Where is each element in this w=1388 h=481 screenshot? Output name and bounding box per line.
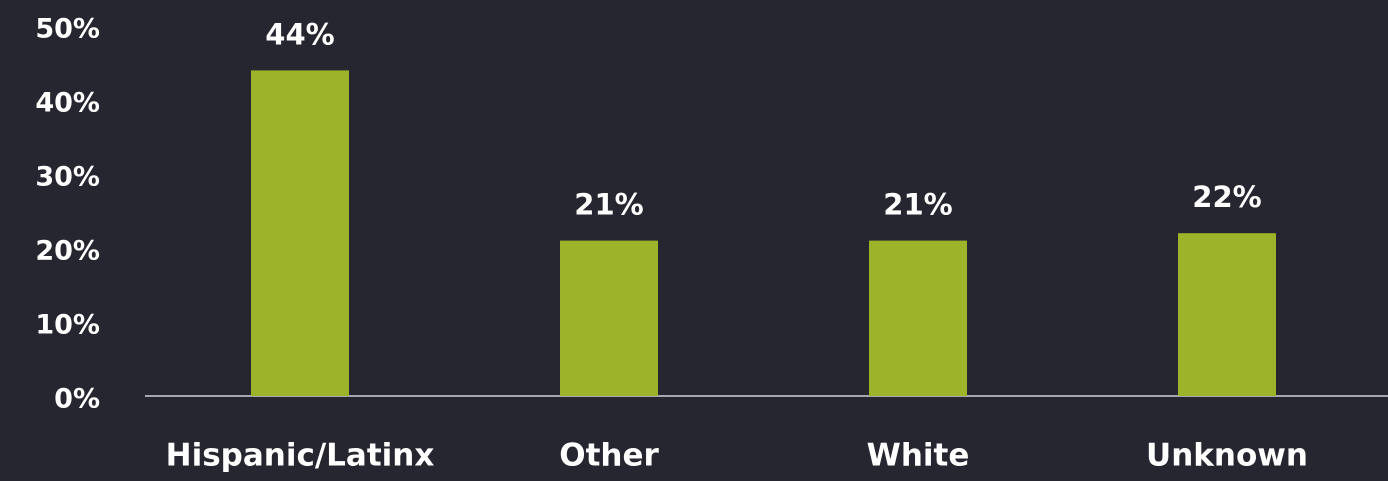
data-label: 21% xyxy=(574,188,643,222)
y-tick-label: 20% xyxy=(35,236,100,267)
y-tick-label: 50% xyxy=(35,14,100,45)
x-tick-label: Unknown xyxy=(1146,438,1308,474)
bar xyxy=(251,70,349,397)
x-tick-label: Other xyxy=(559,438,659,474)
bar xyxy=(1178,233,1276,396)
x-tick-label: Hispanic/Latinx xyxy=(166,438,435,474)
x-tick-label: White xyxy=(867,438,970,474)
y-tick-label: 30% xyxy=(35,162,100,193)
y-tick-label: 10% xyxy=(35,310,100,341)
data-label: 21% xyxy=(883,188,952,222)
bar xyxy=(869,240,967,396)
y-tick-label: 40% xyxy=(35,88,100,119)
data-label: 22% xyxy=(1192,180,1261,214)
data-label: 44% xyxy=(265,17,334,51)
y-tick-label: 0% xyxy=(54,384,100,415)
bar xyxy=(560,240,658,396)
